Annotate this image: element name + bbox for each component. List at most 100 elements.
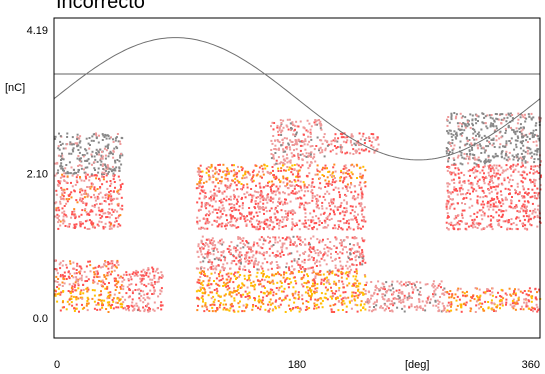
pattern-point: [240, 258, 242, 261]
pattern-point: [111, 265, 114, 268]
pattern-point: [482, 210, 485, 213]
pattern-point: [436, 286, 439, 289]
pattern-point: [233, 197, 236, 200]
pattern-point: [533, 178, 535, 181]
pattern-point: [135, 270, 138, 273]
pattern-point: [490, 215, 493, 217]
pattern-point: [358, 144, 360, 146]
pattern-point: [523, 195, 526, 198]
pattern-point: [288, 160, 291, 163]
pattern-cluster: [54, 132, 124, 176]
pattern-point: [440, 286, 442, 289]
pattern-point: [342, 291, 345, 294]
pattern-point: [381, 282, 384, 285]
pattern-point: [473, 166, 476, 169]
pattern-cluster: [270, 118, 326, 166]
pattern-point: [268, 280, 271, 283]
pattern-cluster: [54, 287, 124, 313]
pattern-point: [328, 269, 331, 272]
pattern-point: [81, 222, 84, 225]
pattern-point: [239, 274, 242, 276]
pattern-point: [80, 223, 83, 226]
pattern-point: [258, 283, 261, 286]
pattern-point: [361, 253, 364, 256]
pattern-point: [398, 300, 401, 303]
pattern-point: [233, 196, 236, 199]
pattern-point: [514, 302, 517, 305]
pattern-point: [515, 217, 518, 220]
pattern-point: [457, 228, 460, 231]
pattern-point: [291, 272, 294, 275]
pattern-point: [450, 179, 453, 182]
pattern-point: [216, 216, 219, 219]
pattern-point: [241, 283, 244, 286]
pattern-point: [473, 156, 476, 159]
pattern-point: [512, 163, 515, 166]
pattern-point: [490, 122, 493, 125]
pattern-point: [297, 179, 300, 182]
pattern-point: [117, 203, 120, 206]
pattern-point: [107, 196, 110, 198]
pattern-point: [355, 294, 358, 297]
pattern-point: [92, 133, 95, 136]
pattern-point: [248, 246, 251, 249]
pattern-point: [220, 215, 223, 218]
pattern-point: [245, 240, 248, 242]
pattern-point: [60, 186, 63, 189]
pattern-point: [373, 301, 376, 304]
pattern-point: [356, 196, 359, 199]
pattern-point: [284, 296, 287, 299]
pattern-point: [284, 279, 287, 282]
pattern-point: [487, 154, 490, 157]
pattern-point: [283, 169, 285, 172]
pattern-point: [197, 304, 199, 307]
pattern-point: [308, 154, 311, 157]
pattern-point: [257, 244, 260, 247]
pattern-point: [246, 286, 249, 289]
pattern-point: [308, 140, 311, 143]
pattern-point: [258, 182, 261, 185]
pattern-point: [407, 281, 410, 283]
pattern-point: [470, 224, 473, 227]
pattern-point: [262, 221, 265, 224]
pattern-point: [450, 309, 453, 312]
pattern-point: [278, 185, 281, 188]
pattern-point: [286, 161, 289, 164]
pattern-point: [61, 152, 63, 155]
pattern-point: [457, 128, 460, 131]
pattern-point: [529, 209, 532, 212]
pattern-point: [476, 133, 479, 135]
pattern-point: [79, 160, 82, 162]
pattern-point: [510, 294, 513, 297]
pattern-point: [241, 213, 243, 216]
pattern-point: [257, 228, 260, 231]
pattern-point: [281, 221, 284, 223]
pattern-point: [534, 165, 537, 168]
pattern-point: [57, 278, 60, 280]
pattern-point: [237, 310, 240, 313]
pattern-point: [73, 213, 76, 216]
pattern-point: [312, 259, 315, 262]
pattern-point: [355, 268, 358, 271]
pattern-point: [446, 165, 449, 168]
pattern-point: [461, 115, 464, 118]
pattern-point: [362, 288, 365, 291]
pattern-point: [493, 146, 496, 148]
pattern-point: [358, 227, 361, 230]
pattern-point: [58, 209, 61, 212]
pattern-point: [58, 148, 61, 151]
pattern-point: [335, 247, 338, 250]
pattern-point: [317, 254, 320, 257]
pattern-point: [319, 187, 322, 190]
pattern-point: [197, 297, 200, 300]
pattern-point: [251, 177, 254, 180]
pattern-point: [303, 208, 306, 211]
pattern-point: [454, 173, 457, 176]
pattern-point: [358, 132, 361, 135]
pattern-point: [471, 148, 474, 151]
pattern-point: [244, 172, 247, 175]
pattern-point: [131, 273, 134, 275]
pattern-point: [273, 163, 276, 166]
pattern-point: [142, 268, 145, 271]
pattern-point: [237, 237, 240, 240]
